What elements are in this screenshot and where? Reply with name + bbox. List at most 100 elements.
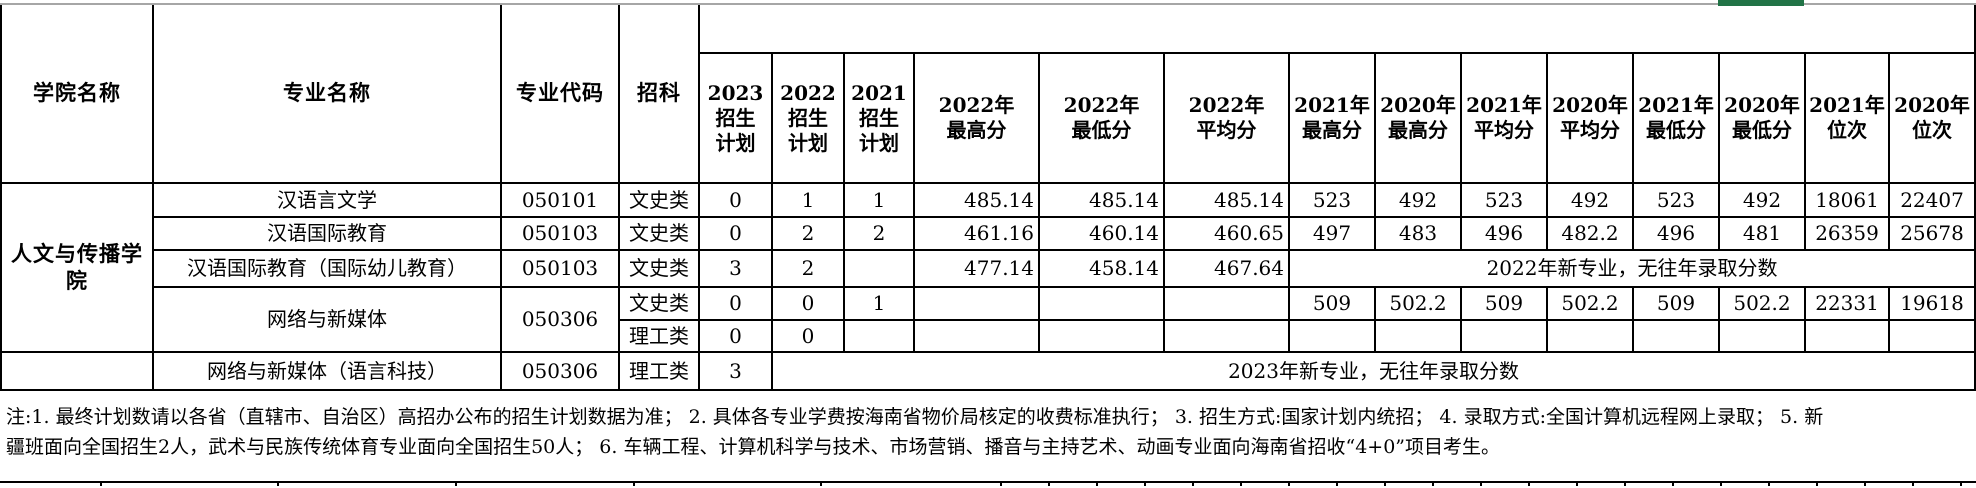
subject-cell: 理工类 (618, 351, 700, 391)
header-empty-strip (697, 5, 1976, 54)
avg-2021-cell (1460, 319, 1548, 353)
header-college: 学院名称 (0, 5, 154, 184)
plan-2022-cell: 2 (771, 216, 845, 251)
avg-2022-cell: 485.14 (1163, 182, 1290, 218)
table-row: 网络与新媒体 050306 文史类 0 0 1 509 502.2 509 50… (1, 286, 1976, 353)
rank-2021-cell: 22331 (1804, 286, 1890, 321)
header-plan-2022: 2022招生 计划 (771, 52, 845, 184)
max-2022-cell: 485.14 (913, 182, 1040, 218)
next-table-column-tick (1960, 483, 1962, 486)
header-plan-2021: 2021招生 计划 (843, 52, 915, 184)
max-2022-cell (913, 286, 1040, 321)
admission-table: 学院名称 专业名称 专业代码 招科 2023招生 计划 2022招生 计划 2021… (0, 5, 1976, 391)
min-2021-cell: 509 (1632, 286, 1720, 321)
subject-cell: 文史类 (618, 286, 700, 321)
subject-cell: 文史类 (618, 216, 700, 251)
plan-2021-cell: 2 (843, 216, 915, 251)
max-2021-cell: 509 (1288, 286, 1376, 321)
header-avg-2020: 2020年 平均分 (1546, 52, 1634, 184)
next-table-column-tick (1864, 483, 1866, 486)
max-2020-cell: 502.2 (1374, 286, 1462, 321)
header-avg-2022: 2022年 平均分 (1163, 52, 1290, 184)
avg-2022-cell: 467.64 (1163, 249, 1290, 288)
next-table-column-tick (1000, 483, 1002, 486)
rank-2021-cell: 26359 (1804, 216, 1890, 251)
avg-2020-cell: 502.2 (1546, 286, 1634, 321)
max-2021-cell (1288, 319, 1376, 353)
min-2020-cell (1718, 319, 1806, 353)
min-2022-cell: 460.14 (1038, 216, 1165, 251)
next-table-column-tick (277, 483, 279, 486)
plan-2021-cell (843, 249, 915, 288)
next-table-column-tick (1096, 483, 1098, 486)
header-major: 专业名称 (152, 5, 502, 184)
min-2021-cell: 523 (1632, 182, 1720, 218)
max-2021-cell: 497 (1288, 216, 1376, 251)
min-2020-cell: 481 (1718, 216, 1806, 251)
max-2022-cell: 461.16 (913, 216, 1040, 251)
max-2021-cell: 523 (1288, 182, 1376, 218)
table-row: 网络与新媒体（语言科技） 050306 理工类 3 2023年新专业，无往年录取… (0, 351, 1976, 391)
plan-2021-cell: 1 (843, 182, 915, 218)
code-cell: 050103 (500, 249, 620, 288)
college-cell: 人文与传播学院 (0, 182, 154, 353)
plan-2023-cell: 0 (698, 319, 773, 353)
major-cell: 汉语国际教育（国际幼儿教育） (152, 249, 502, 288)
next-table-column-tick (1432, 483, 1434, 486)
avg-2021-cell: 496 (1460, 216, 1548, 251)
min-2022-cell: 458.14 (1038, 249, 1165, 288)
major-cell: 汉语言文学 (152, 182, 502, 218)
avg-2021-cell: 523 (1460, 182, 1548, 218)
min-2022-cell (1038, 319, 1165, 353)
code-cell: 050101 (500, 182, 620, 218)
new-major-note-cell: 2022年新专业，无往年录取分数 (1287, 249, 1976, 288)
major-cell: 网络与新媒体 (152, 286, 502, 353)
next-table-column-tick (1720, 483, 1722, 486)
rank-2020-cell: 25678 (1887, 216, 1976, 251)
next-table-column-tick (1624, 483, 1626, 486)
plan-2021-cell: 1 (843, 286, 915, 321)
table-row: 汉语国际教育 050103 文史类 0 2 2 461.16 460.14 46… (1, 216, 1976, 251)
header-min-2022: 2022年 最低分 (1038, 52, 1165, 184)
plan-2023-cell: 3 (698, 351, 773, 391)
max-2020-cell: 483 (1374, 216, 1462, 251)
plan-2022-cell: 0 (771, 286, 845, 321)
avg-2022-cell: 460.65 (1163, 216, 1290, 251)
min-2022-cell: 485.14 (1038, 182, 1165, 218)
rank-2021-cell (1804, 319, 1890, 353)
plan-2023-cell: 0 (698, 216, 773, 251)
plan-2023-cell: 0 (698, 182, 773, 218)
next-table-column-tick (820, 483, 822, 486)
next-table-column-tick (1768, 483, 1770, 486)
min-2021-cell: 496 (1632, 216, 1720, 251)
max-2022-cell (913, 319, 1040, 353)
avg-2022-cell (1163, 319, 1290, 353)
header-rank-2020: 2020年 位次 (1887, 52, 1976, 184)
code-cell: 050306 (500, 286, 620, 353)
avg-2020-cell: 482.2 (1546, 216, 1634, 251)
college-cell-empty (0, 351, 154, 391)
header-plan-2023: 2023招生 计划 (698, 52, 773, 184)
header-rank-2021: 2021年 位次 (1804, 52, 1890, 184)
next-table-column-tick (1480, 483, 1482, 486)
next-table-column-tick (1048, 483, 1050, 486)
max-2020-cell: 492 (1374, 182, 1462, 218)
next-table-column-tick (1384, 483, 1386, 486)
rank-2020-cell: 19618 (1887, 286, 1976, 321)
next-table-column-tick (1528, 483, 1530, 486)
avg-2020-cell (1546, 319, 1634, 353)
next-table-column-tick (1288, 483, 1290, 486)
next-table-column-tick (100, 483, 102, 486)
footnote: 注:1. 最终计划数请以各省（直辖市、自治区）高招办公布的招生计划数据为准； 2… (6, 402, 1970, 462)
next-table-column-tick (633, 483, 635, 486)
table-row: 理工类 0 0 (1, 319, 1976, 353)
header-min-2021: 2021年 最低分 (1632, 52, 1720, 184)
header-max-2022: 2022年 最高分 (913, 52, 1040, 184)
next-table-column-tick (1912, 483, 1914, 486)
footnote-line-1: 注:1. 最终计划数请以各省（直辖市、自治区）高招办公布的招生计划数据为准； 2… (6, 406, 1824, 428)
subject-cell: 文史类 (618, 249, 700, 288)
next-table-column-tick (1192, 483, 1194, 486)
code-cell: 050103 (500, 216, 620, 251)
excel-selection-indicator (1718, 0, 1804, 6)
subject-cell: 理工类 (618, 319, 700, 353)
